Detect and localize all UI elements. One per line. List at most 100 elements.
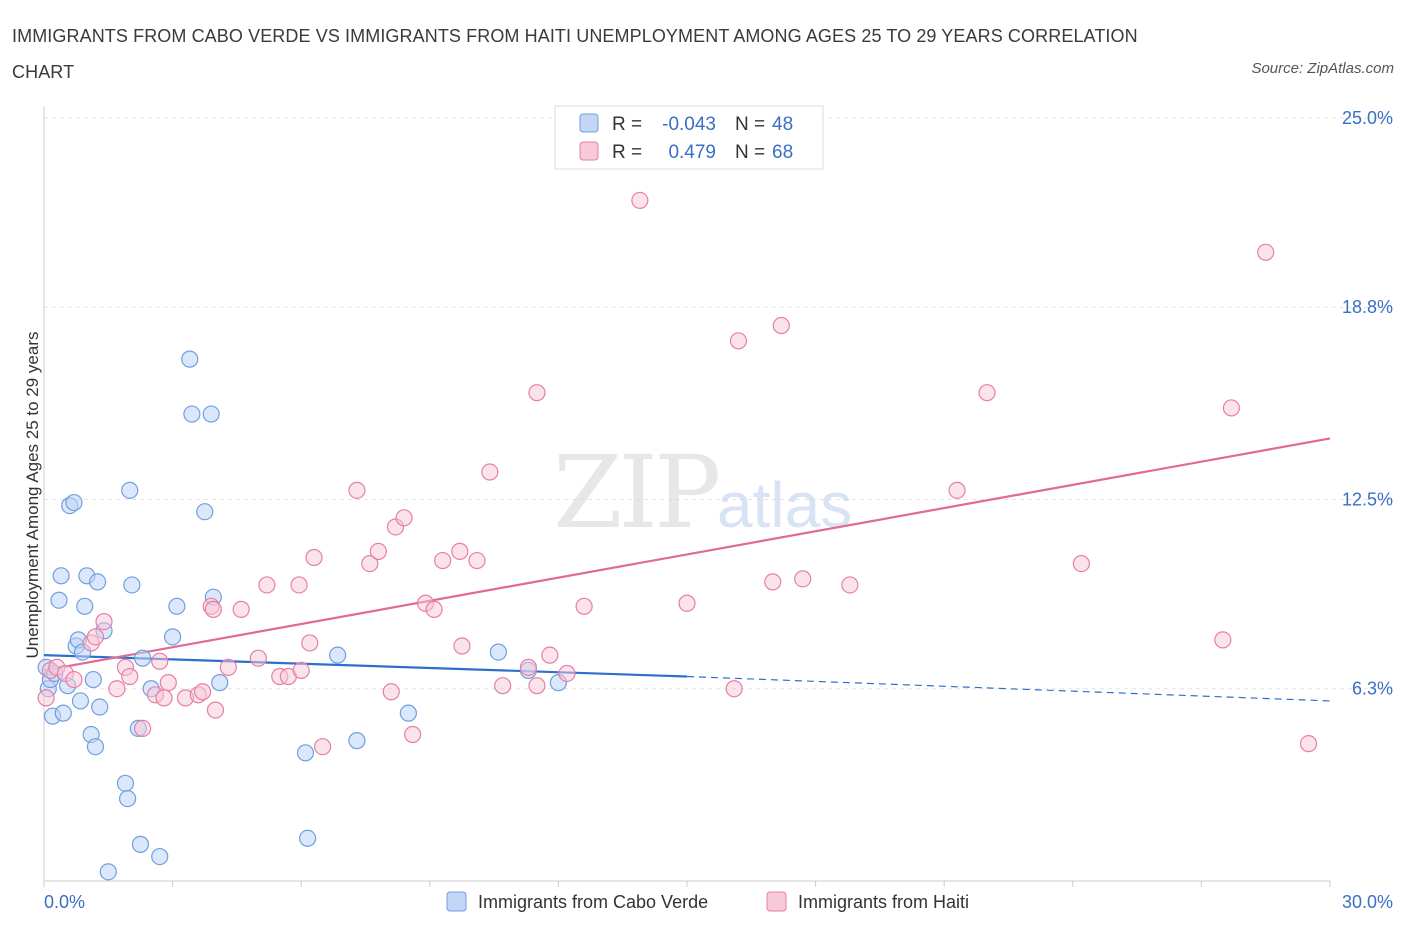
x-tick-label-1: 30.0% (1342, 892, 1393, 912)
point-haiti-35 (369, 542, 387, 560)
point-haiti-14 (155, 689, 173, 707)
point-haiti-61 (841, 576, 859, 594)
legend-n-value-2: 68 (772, 142, 793, 163)
point-cabo-verde-25 (118, 789, 137, 808)
point-haiti-23 (232, 600, 250, 618)
point-cabo-verde-15 (76, 597, 94, 615)
point-cabo-verde-29 (131, 835, 150, 853)
point-haiti-6 (86, 628, 105, 646)
point-haiti-21 (206, 701, 225, 719)
point-haiti-47 (494, 677, 512, 695)
point-cabo-verde-26 (121, 481, 139, 499)
point-haiti-66 (1222, 399, 1241, 417)
point-haiti-24 (249, 649, 267, 667)
point-cabo-verde-40 (211, 674, 229, 692)
point-haiti-15 (159, 674, 177, 692)
point-haiti-29 (292, 661, 310, 680)
legend-r-label-2: R = (612, 142, 642, 163)
point-cabo-verde-19 (86, 738, 105, 756)
point-haiti-58 (764, 573, 782, 591)
point-cabo-verde-20 (88, 573, 107, 591)
point-haiti-53 (575, 597, 593, 615)
point-haiti-22 (219, 658, 237, 676)
bottom-legend-swatch-cabo-verde (446, 891, 467, 912)
point-cabo-verde-45 (399, 704, 417, 722)
point-cabo-verde-36 (183, 405, 201, 423)
point-haiti-31 (305, 548, 323, 567)
point-haiti-60 (794, 570, 812, 588)
point-haiti-34 (361, 554, 379, 573)
point-haiti-38 (395, 509, 413, 527)
point-haiti-33 (348, 481, 366, 499)
point-haiti-46 (481, 463, 499, 481)
point-haiti-59 (772, 316, 790, 335)
point-haiti-28 (290, 576, 308, 594)
y-axis-label: Unemployment Among Ages 25 to 29 years (23, 332, 42, 659)
point-haiti-63 (978, 384, 996, 402)
point-haiti-39 (404, 725, 422, 744)
point-cabo-verde-6 (52, 567, 70, 585)
legend-n-value-1: 48 (772, 114, 793, 135)
tick-labels: 6.3% 12.5% 18.8% 25.0% 0.0% 30.0% (44, 108, 1393, 912)
point-cabo-verde-24 (116, 774, 135, 792)
point-haiti-8 (108, 680, 126, 698)
legend-n-label-1: N = (735, 114, 765, 135)
series-haiti-points (37, 191, 1318, 756)
point-cabo-verde-38 (202, 405, 220, 423)
point-haiti-13 (151, 652, 169, 670)
y-tick-label-2: 18.8% (1342, 297, 1393, 317)
watermark-zip: ZIP (553, 434, 718, 551)
legend-r-value-2: 0.479 (668, 142, 716, 163)
x-tick-label-0: 0.0% (44, 892, 85, 912)
legend-n-label-2: N = (735, 142, 765, 163)
y-tick-label-1: 12.5% (1342, 490, 1393, 510)
trend-line-haiti (43, 437, 1331, 672)
point-cabo-verde-18 (84, 670, 102, 689)
legend-r-label-1: R = (612, 114, 642, 135)
point-haiti-51 (541, 646, 559, 664)
watermark: ZIP atlas (553, 434, 852, 551)
point-haiti-65 (1214, 631, 1232, 649)
point-haiti-54 (631, 191, 649, 210)
y-tick-label-0: 6.3% (1352, 679, 1393, 699)
point-haiti-48 (519, 658, 537, 676)
point-cabo-verde-44 (348, 732, 366, 750)
point-haiti-64 (1072, 554, 1090, 573)
point-haiti-55 (678, 594, 696, 612)
bottom-legend-label-haiti: Immigrants from Haiti (798, 892, 969, 912)
legend-r-value-1: -0.043 (662, 114, 716, 135)
point-haiti-20 (204, 600, 222, 618)
point-cabo-verde-21 (91, 698, 109, 716)
point-cabo-verde-41 (296, 744, 315, 762)
axes (43, 106, 1331, 887)
point-haiti-4 (65, 670, 83, 689)
point-haiti-45 (468, 551, 486, 570)
point-haiti-68 (1299, 735, 1318, 753)
point-cabo-verde-42 (299, 829, 317, 847)
point-haiti-57 (729, 332, 748, 350)
point-haiti-49 (528, 677, 546, 695)
point-cabo-verde-27 (123, 576, 141, 594)
point-haiti-56 (725, 680, 743, 698)
point-haiti-52 (558, 664, 576, 683)
point-haiti-43 (451, 542, 469, 560)
legend-swatch-cabo-verde (579, 113, 599, 133)
point-haiti-41 (425, 600, 443, 618)
point-haiti-11 (133, 719, 152, 738)
point-haiti-30 (301, 634, 319, 652)
watermark-atlas: atlas (717, 469, 852, 541)
point-haiti-18 (194, 683, 212, 701)
point-haiti-10 (121, 667, 139, 686)
bottom-legend-swatch-haiti (766, 891, 787, 912)
point-haiti-7 (95, 612, 113, 631)
point-haiti-32 (314, 738, 332, 756)
point-haiti-44 (453, 637, 471, 655)
point-cabo-verde-46 (489, 643, 507, 661)
point-haiti-42 (434, 551, 452, 570)
point-cabo-verde-13 (71, 692, 90, 710)
point-haiti-67 (1257, 243, 1275, 261)
point-cabo-verde-32 (151, 847, 169, 866)
legend-box: R = -0.043 N = 48 R = 0.479 N = 68 (554, 105, 824, 170)
point-cabo-verde-5 (50, 591, 68, 609)
